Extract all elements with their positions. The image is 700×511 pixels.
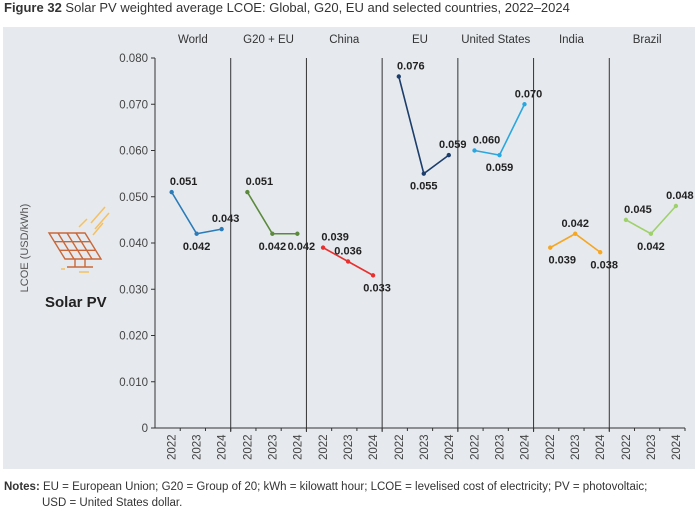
data-label: 0.051: [246, 176, 274, 188]
series-line-eu: [398, 76, 450, 175]
y-tick-label: 0: [142, 423, 148, 435]
data-point: [648, 231, 654, 236]
x-tick-label: 2023: [267, 434, 279, 460]
data-point: [345, 259, 351, 264]
solar-panel-icon: [47, 206, 110, 273]
panel-title: United States: [461, 34, 530, 46]
panel-title: India: [559, 34, 585, 46]
panel-title: EU: [412, 34, 428, 46]
x-tick-label: 2022: [242, 434, 254, 460]
data-label: 0.042: [183, 241, 211, 253]
x-tick-label: 2024: [217, 434, 229, 460]
figure-number: Figure 32: [4, 0, 62, 15]
data-point: [673, 203, 679, 209]
data-point: [194, 231, 199, 236]
data-label: 0.060: [473, 135, 501, 147]
notes-text-2: USD = United States dollar.: [42, 497, 183, 509]
x-tick-label: 2024: [519, 434, 531, 460]
data-point: [548, 245, 553, 250]
data-label: 0.070: [515, 88, 543, 100]
x-tick-label: 2024: [595, 434, 607, 460]
panel-title: G20 + EU: [243, 34, 294, 46]
x-tick-label: 2022: [394, 434, 406, 460]
figure-title-text: Solar PV weighted average LCOE: Global, …: [65, 0, 570, 15]
x-tick-label: 2022: [621, 434, 633, 460]
y-tick-label: 0.030: [119, 284, 148, 296]
panel-title: Brazil: [633, 34, 662, 46]
x-tick-label: 2022: [545, 434, 557, 460]
data-point: [219, 226, 224, 232]
data-label: 0.048: [666, 190, 694, 202]
notes: Notes: EU = European Union; G20 = Group …: [4, 479, 694, 511]
data-point: [169, 189, 174, 195]
data-label: 0.038: [590, 259, 618, 271]
data-point: [497, 152, 502, 158]
solar-pv-label: Solar PV: [45, 294, 107, 311]
data-point: [421, 171, 426, 176]
y-tick-label: 0.070: [119, 99, 148, 111]
x-tick-label: 2022: [167, 434, 179, 460]
y-tick-label: 0.060: [119, 146, 148, 158]
x-tick-label: 2023: [192, 434, 204, 460]
notes-text: EU = European Union; G20 = Group of 20; …: [42, 481, 648, 493]
panel-title: World: [178, 34, 208, 46]
data-point: [623, 217, 629, 223]
y-tick-label: 0.050: [119, 192, 148, 204]
data-label: 0.036: [334, 246, 362, 258]
x-tick-label: 2022: [470, 434, 482, 460]
x-tick-label: 2023: [646, 434, 658, 460]
series-line-united-states: [474, 103, 526, 157]
x-tick-label: 2023: [570, 434, 582, 460]
notes-label: Notes:: [4, 481, 40, 493]
x-tick-label: 2024: [368, 434, 380, 460]
y-tick-label: 0.020: [119, 331, 148, 343]
data-label: 0.042: [259, 241, 287, 253]
x-tick-label: 2024: [671, 434, 683, 460]
y-tick-label: 0.080: [119, 53, 148, 65]
x-tick-label: 2023: [495, 434, 507, 460]
lcoe-chart: 0 0.010 0.020 0.030 0.040 0.050 0.060 0.070 0.08…: [119, 34, 694, 460]
data-label: 0.045: [624, 204, 652, 216]
data-point: [270, 231, 275, 236]
chart-frame: LCOE (USD/kWh) Solar PV 0 0.010 0.020 0.030…: [3, 27, 695, 469]
data-point: [320, 245, 326, 250]
data-point: [598, 250, 603, 255]
x-tick-label: 2022: [318, 434, 330, 460]
data-point: [446, 152, 451, 158]
series-line-g20-eu: [246, 191, 298, 235]
data-point: [370, 273, 376, 278]
figure-title: Figure 32 Solar PV weighted average LCOE…: [4, 0, 570, 15]
data-label: 0.076: [397, 61, 425, 73]
x-tick-label: 2023: [343, 434, 355, 460]
series-line-india: [549, 232, 601, 253]
data-label: 0.059: [486, 162, 514, 174]
data-label: 0.033: [363, 282, 391, 294]
data-point: [396, 74, 401, 79]
data-point: [472, 148, 477, 153]
x-tick-label: 2023: [419, 434, 431, 460]
data-label: 0.042: [561, 218, 589, 230]
y-tick-label: 0.040: [119, 238, 148, 250]
data-label: 0.042: [637, 241, 665, 253]
data-label: 0.055: [410, 181, 438, 193]
data-label: 0.039: [548, 255, 576, 267]
data-point: [245, 189, 250, 195]
data-label: 0.059: [439, 139, 467, 151]
data-label: 0.039: [321, 232, 349, 244]
data-point: [573, 231, 578, 236]
panel-title: China: [329, 34, 360, 46]
data-point: [522, 102, 527, 107]
y-tick-label: 0.010: [119, 377, 148, 389]
data-label: 0.042: [288, 241, 316, 253]
data-label: 0.051: [170, 176, 198, 188]
x-tick-label: 2024: [292, 434, 304, 460]
data-label: 0.043: [212, 213, 240, 225]
data-point: [295, 231, 300, 236]
x-tick-label: 2024: [444, 434, 456, 460]
